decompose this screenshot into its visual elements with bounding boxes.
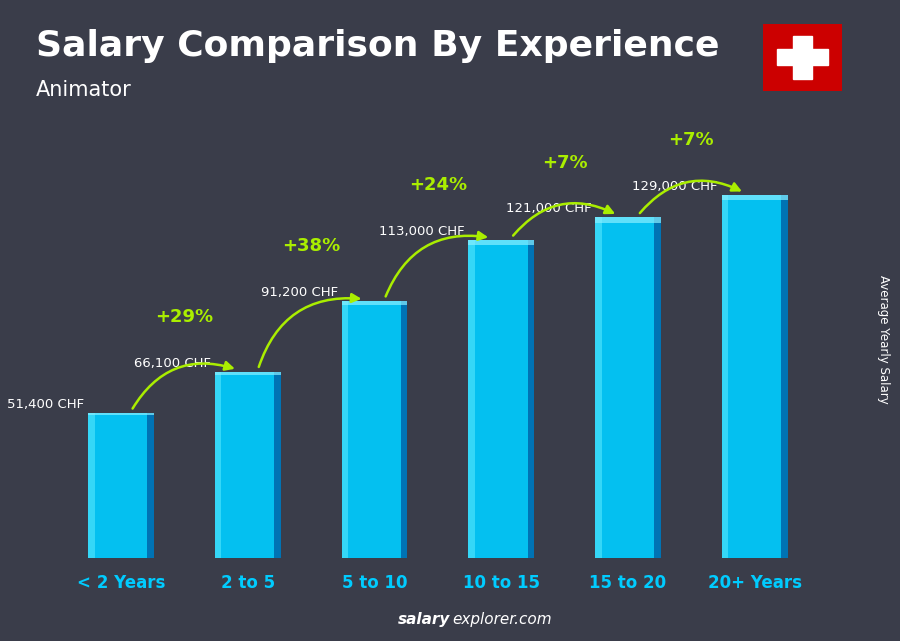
Bar [215, 372, 281, 374]
Bar [468, 240, 475, 558]
Bar [527, 240, 534, 558]
Text: 113,000 CHF: 113,000 CHF [379, 225, 464, 238]
Text: explorer.com: explorer.com [452, 612, 552, 627]
Text: Salary Comparison By Experience: Salary Comparison By Experience [36, 29, 719, 63]
Text: +29%: +29% [156, 308, 213, 326]
Text: +24%: +24% [409, 176, 467, 194]
Text: Average Yearly Salary: Average Yearly Salary [878, 276, 890, 404]
Bar [215, 372, 281, 558]
Text: +7%: +7% [669, 131, 714, 149]
Bar [778, 49, 828, 65]
Bar [341, 301, 408, 305]
Bar [341, 301, 408, 558]
Text: +7%: +7% [542, 154, 588, 172]
Text: 91,200 CHF: 91,200 CHF [261, 286, 338, 299]
Bar [88, 413, 154, 415]
Bar [793, 36, 813, 79]
Bar [722, 195, 788, 558]
Bar [468, 240, 534, 558]
Bar [400, 301, 408, 558]
Bar [722, 195, 728, 558]
Text: 129,000 CHF: 129,000 CHF [633, 179, 718, 193]
Bar [468, 240, 534, 245]
Bar [595, 217, 601, 558]
Text: 121,000 CHF: 121,000 CHF [506, 202, 591, 215]
Bar [722, 195, 788, 201]
Text: 66,100 CHF: 66,100 CHF [134, 356, 211, 370]
Text: Animator: Animator [36, 80, 131, 100]
Bar [781, 195, 788, 558]
Bar [88, 413, 154, 558]
Bar [595, 217, 661, 558]
Bar [148, 413, 154, 558]
Bar [274, 372, 281, 558]
Bar [654, 217, 661, 558]
Bar [341, 301, 348, 558]
Bar [595, 217, 661, 222]
Text: 51,400 CHF: 51,400 CHF [7, 398, 85, 411]
Bar [88, 413, 94, 558]
Bar [215, 372, 221, 558]
Text: +38%: +38% [282, 237, 340, 255]
Text: salary: salary [398, 612, 450, 627]
